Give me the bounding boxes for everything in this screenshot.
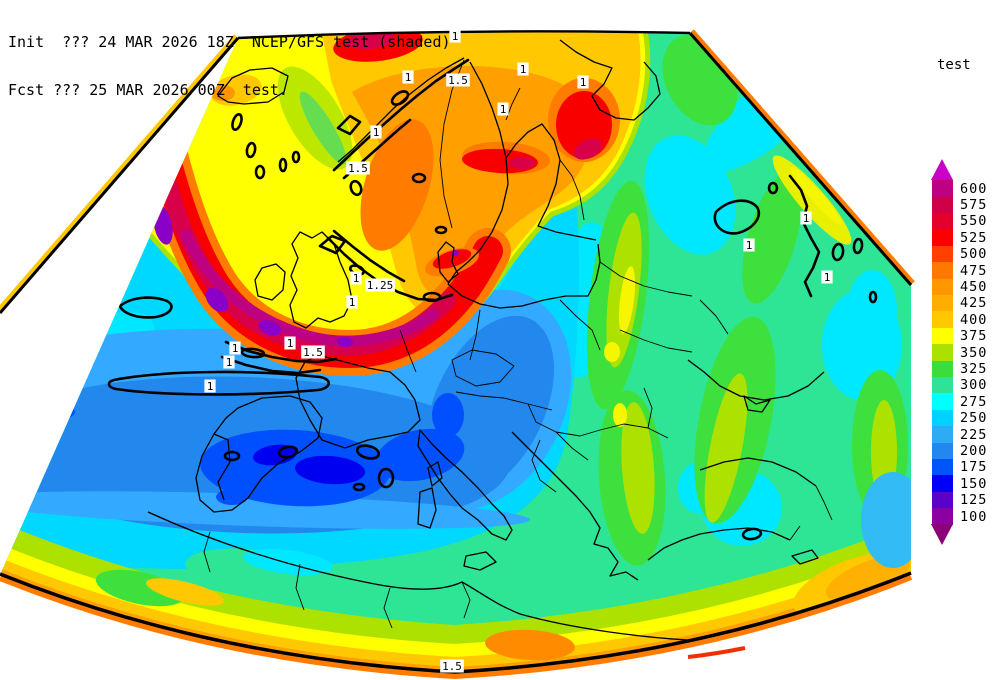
contour-label: 1 — [520, 63, 527, 76]
contour-label: 1.5 — [442, 660, 462, 673]
contour-label-box — [301, 345, 325, 359]
contour-label-box — [821, 270, 833, 284]
contour-label-box — [440, 659, 464, 673]
contour-label-box — [223, 355, 235, 369]
contour-label: 1.5 — [448, 74, 468, 87]
contour-label-box — [370, 125, 382, 139]
thick-contours — [107, 58, 878, 541]
init-line: Init ??? 24 MAR 2026 18Z NCEP/GFS test (… — [8, 33, 451, 51]
contour-label: 1 — [207, 380, 214, 393]
contour-label-box — [346, 295, 358, 309]
contour-label: 1 — [803, 212, 810, 225]
contour-label: 1 — [232, 342, 239, 355]
contour-label: 1 — [405, 71, 412, 84]
contour-label-box — [743, 238, 755, 252]
coastlines — [147, 39, 825, 642]
contour-label: 1 — [500, 103, 507, 116]
contour-label: 1 — [349, 296, 356, 309]
title-block: Init ??? 24 MAR 2026 18Z NCEP/GFS test (… — [8, 2, 451, 114]
contour-label-box — [497, 102, 509, 116]
contour-label: 1 — [226, 356, 233, 369]
contour-label-box — [346, 161, 370, 175]
contour-label-box — [800, 211, 812, 225]
contour-label-box — [350, 271, 362, 285]
contour-label: 1 — [353, 272, 360, 285]
fcst-line: Fcst ??? 25 MAR 2026 00Z test. — [8, 81, 288, 99]
contour-label: 1 — [824, 271, 831, 284]
contour-label-box — [402, 70, 414, 84]
contour-label-box — [204, 379, 216, 393]
contour-label-box — [577, 75, 589, 89]
contour-label: 1 — [452, 30, 459, 43]
contour-label-box — [365, 278, 395, 292]
contour-label: 1.5 — [348, 162, 368, 175]
contour-label-box — [517, 62, 529, 76]
contour-label: 1 — [373, 126, 380, 139]
contour-label: 1 — [580, 76, 587, 89]
contour-label-box — [284, 336, 296, 350]
contour-label-box — [229, 341, 241, 355]
units-label: test — [937, 57, 971, 73]
contour-label-box — [449, 29, 461, 43]
contour-label: 1.5 — [303, 346, 323, 359]
contour-label: 1 — [287, 337, 294, 350]
contour-label-box — [446, 73, 470, 87]
contour-label: 1 — [746, 239, 753, 252]
contour-label: 1.25 — [367, 279, 394, 292]
